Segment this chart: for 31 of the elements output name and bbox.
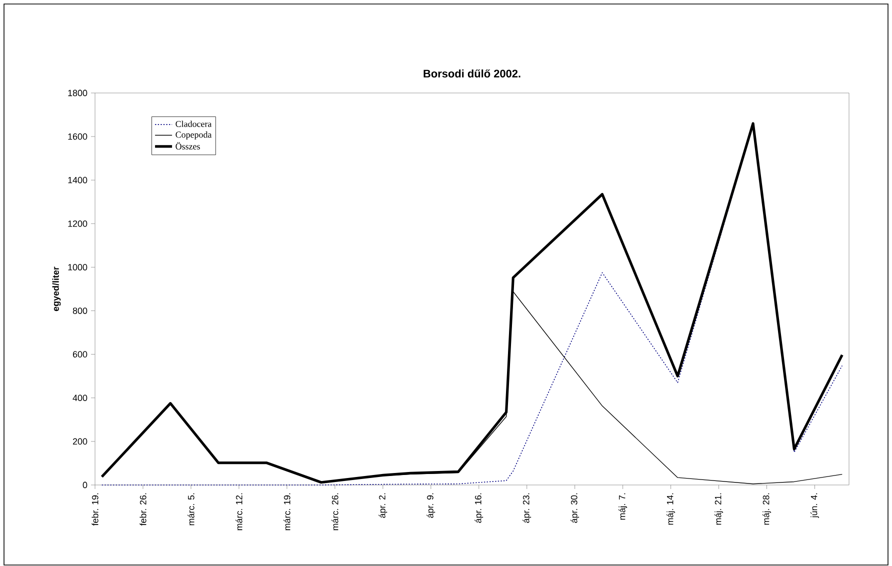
x-tick-label: máj. 14. xyxy=(666,493,676,525)
legend-label: Összes xyxy=(176,142,200,150)
chart-title: Borsodi dűlő 2002. xyxy=(424,69,520,78)
x-tick-label: márc. 19. xyxy=(284,493,290,530)
x-tick-label: jún. 4. xyxy=(810,493,819,518)
x-tick-label: ápr. 23. xyxy=(522,493,532,523)
y-tick-label: 1400 xyxy=(68,176,88,184)
x-tick-label: febr. 19. xyxy=(92,493,98,526)
x-tick-label: máj. 28. xyxy=(762,493,771,525)
x-tick-label: ápr. 2. xyxy=(378,493,388,518)
x-tick-label: márc. 12. xyxy=(236,493,242,530)
y-tick-label: 600 xyxy=(72,351,88,358)
y-tick-label: 800 xyxy=(72,308,88,314)
legend-label: Copepoda xyxy=(176,131,212,140)
y-tick-label: 0 xyxy=(82,482,88,488)
y-tick-label: 1000 xyxy=(68,264,88,270)
x-tick-label: ápr. 16. xyxy=(474,493,484,523)
x-tick-label: ápr. 30. xyxy=(570,493,580,523)
x-tick-label: márc. 5. xyxy=(188,493,194,526)
y-tick-label: 400 xyxy=(72,394,88,402)
x-tick-label: máj. 21. xyxy=(714,493,724,525)
y-tick-label: 1800 xyxy=(68,90,88,96)
x-tick-label: máj. 7. xyxy=(618,493,628,520)
y-tick-label: 1200 xyxy=(68,220,88,227)
x-tick-label: febr. 26. xyxy=(140,493,146,526)
x-tick-label: ápr. 9. xyxy=(426,493,436,518)
y-tick-label: 200 xyxy=(72,438,88,445)
x-tick-label: márc. 26. xyxy=(332,493,338,530)
legend-label: Cladocera xyxy=(176,120,212,128)
y-axis-title: egyed/liter xyxy=(52,266,61,312)
y-tick-label: 1600 xyxy=(68,133,88,140)
